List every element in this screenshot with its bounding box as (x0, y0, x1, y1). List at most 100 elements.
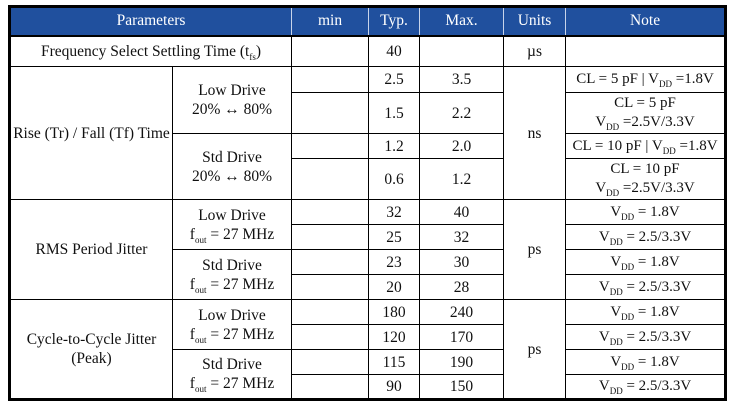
col-header-typ: Typ. (368, 6, 420, 37)
units-ps-cell: ps (503, 199, 567, 300)
note-cell: VDD = 2.5/3.3V (565, 274, 727, 300)
drive-label: Std Drive (202, 356, 262, 373)
max-cell: 2.2 (419, 92, 505, 134)
fout-subscript: out (194, 234, 207, 245)
max-cell: 3.5 (419, 66, 505, 93)
min-cell (291, 224, 370, 250)
note-subscript: DD (609, 386, 623, 397)
drive-std-cell: Std Drive fout = 27 MHz (171, 249, 293, 300)
note-text: V (610, 203, 622, 220)
typ-cell: 2.5 (368, 66, 421, 93)
drive-low-cell: Low Drive fout = 27 MHz (171, 299, 293, 350)
typ-cell: 0.6 (368, 158, 421, 200)
max-cell: 30 (419, 249, 505, 275)
typ-cell: 20 (368, 274, 421, 300)
rms-jitter-row-3: Std Drive fout = 27 MHz 23 30 VDD = 1.8V (10, 249, 727, 300)
param-frequency-settling-cell: Frequency Select Settling Time (tfs) (8, 35, 293, 67)
fout-text: f (189, 225, 195, 243)
note-subscript: DD (606, 188, 620, 199)
param-rms-jitter-cell: RMS Period Jitter (9, 199, 173, 300)
typ-cell: 32 (368, 199, 421, 225)
rise-fall-row-4: 0.6 1.2 CL = 10 pF VDD =2.5V/3.3V (10, 158, 727, 200)
min-cell (291, 324, 370, 350)
fout-subscript: out (194, 334, 207, 345)
note-text-post: =2.5V/3.3V (619, 114, 695, 130)
note-cell: VDD = 2.5/3.3V (565, 374, 727, 400)
max-cell: 2.0 (419, 133, 505, 159)
col-header-min: min (291, 6, 369, 37)
note-cell: VDD = 2.5/3.3V (565, 324, 727, 350)
rise-fall-row-1: Rise (Tr) / Fall (Tf) Time Low Drive 20%… (9, 66, 727, 200)
typ-cell: 25 (368, 224, 421, 250)
note-cell: VDD = 1.8V (565, 299, 727, 325)
note-text: V (610, 303, 622, 320)
typ-cell: 23 (368, 249, 421, 275)
cycle-jitter-row-3: Std Drive fout = 27 MHz 115 190 VDD = 1.… (10, 349, 727, 400)
col-header-units: Units (503, 6, 566, 37)
typ-cell: 1.5 (368, 92, 421, 134)
max-cell: 150 (419, 374, 505, 400)
drive-range: 20% ↔ 80% (191, 101, 273, 118)
typ-cell: 90 (368, 374, 421, 400)
drive-freq: fout = 27 MHz (175, 325, 289, 345)
note-text: V (598, 228, 610, 245)
note-cell (565, 35, 727, 67)
note-text: V (598, 278, 610, 295)
note-subscript: DD (609, 236, 623, 247)
typ-cell: 40 (368, 35, 421, 67)
note-text: V (610, 353, 622, 370)
max-cell: 1.2 (419, 158, 505, 200)
note-text-post: = 2.5/3.3V (622, 378, 692, 394)
cycle-jitter-row-4: 90 150 VDD = 2.5/3.3V (10, 374, 727, 400)
max-cell: 32 (419, 224, 505, 250)
max-cell: 28 (419, 274, 505, 300)
note-text: V (598, 328, 610, 345)
drive-range: 20% ↔ 80% (191, 167, 273, 185)
note-text: CL = 10 pF | V (572, 137, 663, 154)
typ-cell: 180 (368, 299, 421, 325)
fout-subscript: out (194, 284, 207, 295)
note-subscript: DD (658, 79, 672, 90)
max-cell: 40 (419, 199, 505, 225)
drive-freq: fout = 27 MHz (175, 275, 289, 295)
note-text: V (610, 253, 622, 270)
note-subscript: DD (662, 145, 676, 156)
note-text-post: = 2.5/3.3V (622, 228, 692, 245)
min-cell (291, 349, 370, 375)
note-subscript: DD (609, 336, 623, 347)
min-cell (291, 66, 370, 93)
cycle-jitter-row-1: Cycle-to-Cycle Jitter (Peak) Low Drive f… (9, 299, 727, 400)
max-cell: 170 (419, 324, 505, 350)
drive-low-cell: Low Drive fout = 27 MHz (171, 199, 293, 250)
note-line-1: CL = 10 pF (610, 161, 680, 177)
drive-low-cell: Low Drive 20% ↔ 80% (171, 66, 293, 134)
param-line-2: (Peak) (71, 350, 112, 367)
drive-label: Low Drive (198, 82, 266, 99)
rms-jitter-row-2: 25 32 VDD = 2.5/3.3V (10, 224, 727, 250)
min-cell (291, 35, 370, 67)
min-cell (291, 133, 370, 159)
min-cell (291, 274, 370, 300)
note-text: V (595, 114, 607, 130)
fout-text-post: = 27 MHz (206, 225, 275, 243)
note-cell: CL = 10 pF | VDD =1.8V (565, 133, 727, 159)
col-header-max: Max. (419, 6, 504, 37)
note-cell: CL = 10 pF VDD =2.5V/3.3V (565, 158, 727, 200)
units-ns-cell: ns (503, 66, 567, 200)
note-text-post: = 2.5/3.3V (622, 328, 692, 345)
typ-cell: 1.2 (368, 133, 421, 159)
min-cell (291, 374, 370, 400)
param-text: Frequency Select Settling Time (t (40, 42, 250, 60)
note-text-post: = 1.8V (634, 253, 680, 270)
drive-std-cell: Std Drive fout = 27 MHz (171, 349, 293, 400)
fout-text: f (189, 375, 195, 392)
drive-label: Std Drive (202, 256, 262, 274)
rms-jitter-row-4: 20 28 VDD = 2.5/3.3V (10, 274, 727, 300)
drive-label: Low Drive (198, 206, 266, 224)
note-text-post: = 2.5/3.3V (622, 278, 692, 295)
min-cell (291, 199, 370, 225)
note-cell: VDD = 1.8V (565, 249, 727, 275)
note-text: CL = 5 pF | V (576, 71, 659, 87)
col-header-note: Note (565, 6, 726, 37)
